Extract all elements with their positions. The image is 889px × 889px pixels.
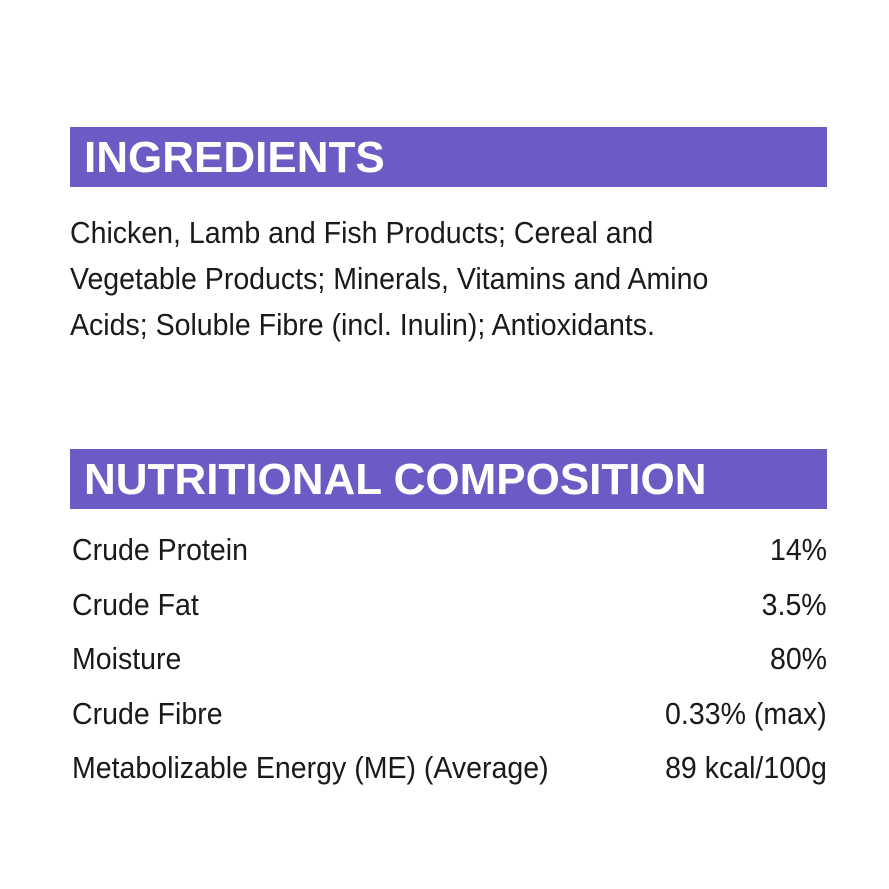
- section-header: INGREDIENTS: [70, 127, 827, 187]
- nutrition-row: Metabolizable Energy (ME) (Average) 89 kc…: [72, 750, 827, 786]
- nutrient-name: Crude Fat: [72, 586, 199, 622]
- text-line: Vegetable Products; Minerals, Vitamins a…: [70, 261, 709, 296]
- nutrition-row: Crude Protein 14%: [72, 532, 827, 568]
- nutrient-name: Moisture: [72, 641, 182, 676]
- nutrition-row: Crude Fibre 0.33% (max): [72, 696, 827, 732]
- nutrient-value: 80%: [769, 641, 827, 676]
- ingredients-text: Chicken, Lamb and Fish Products; Cereal …: [70, 210, 708, 348]
- text-line: Chicken, Lamb and Fish Products; Cereal …: [70, 215, 654, 250]
- nutrient-value: 3.5%: [761, 586, 827, 622]
- nutrient-name: Crude Protein: [72, 532, 248, 567]
- nutrient-value: 0.33% (max): [665, 695, 827, 731]
- nutrient-value: 89 kcal/100g: [665, 750, 827, 785]
- nutrient-name: Metabolizable Energy (ME) (Average): [72, 750, 549, 785]
- nutrient-value: 14%: [769, 532, 827, 567]
- nutrient-name: Crude Fibre: [72, 695, 223, 731]
- section-header: NUTRITIONAL COMPOSITION: [70, 449, 827, 509]
- nutrition-row: Crude Fat 3.5%: [72, 587, 827, 623]
- text-line: Acids; Soluble Fibre (incl. Inulin); Ant…: [70, 307, 655, 342]
- nutrition-row: Moisture 80%: [72, 641, 827, 677]
